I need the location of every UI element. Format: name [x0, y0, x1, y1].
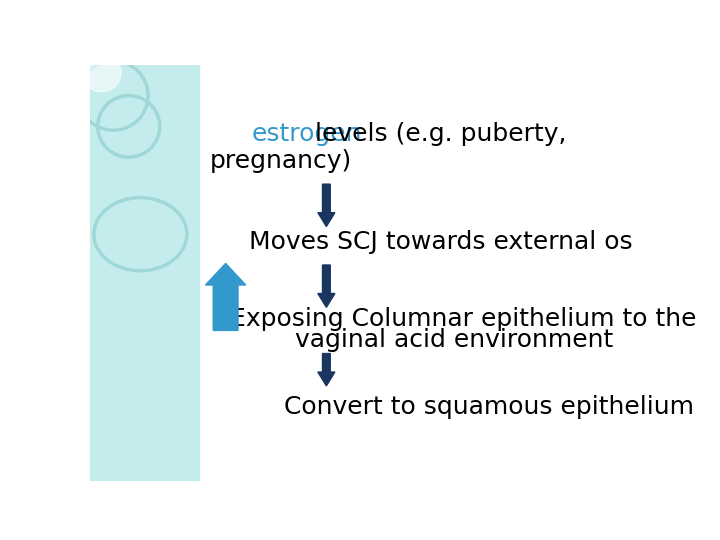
- Text: estrogen: estrogen: [251, 122, 361, 146]
- Text: Moves SCJ towards external os: Moves SCJ towards external os: [249, 230, 632, 254]
- FancyArrow shape: [205, 264, 246, 330]
- Ellipse shape: [82, 53, 121, 92]
- Text: levels (e.g. puberty,: levels (e.g. puberty,: [307, 122, 567, 146]
- Bar: [90, 65, 199, 481]
- FancyArrow shape: [318, 265, 335, 307]
- Text: vaginal acid environment: vaginal acid environment: [295, 328, 613, 352]
- FancyArrow shape: [318, 354, 335, 386]
- FancyArrow shape: [318, 184, 335, 226]
- Text: pregnancy): pregnancy): [210, 149, 352, 173]
- Text: Convert to squamous epithelium: Convert to squamous epithelium: [284, 395, 694, 420]
- Text: Exposing Columnar epithelium to the: Exposing Columnar epithelium to the: [230, 307, 696, 331]
